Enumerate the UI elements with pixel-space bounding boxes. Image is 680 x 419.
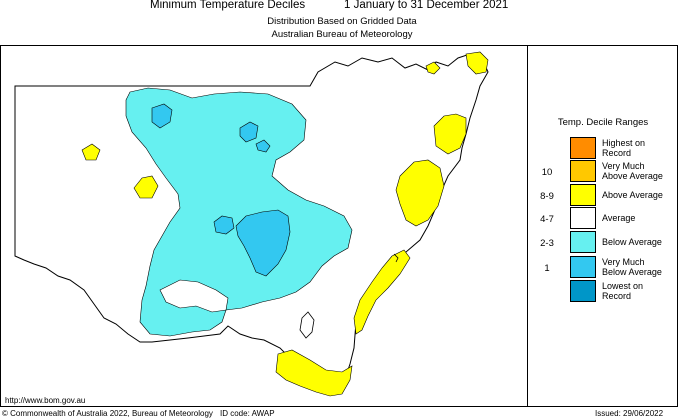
very-much-below-average-lake-3 [255, 139, 271, 153]
above-average-northeast [465, 51, 489, 75]
above-average-northeast-small [425, 61, 441, 75]
nsw-decile-map [14, 51, 489, 397]
footer-id-code: ID code: AWAP [220, 409, 275, 418]
legend-swatch-above-average [570, 184, 596, 206]
legend-label-very-much-below-average: Very Much Below Average [602, 257, 662, 277]
map-subtitle-distribution: Distribution Based on Gridded Data [267, 16, 417, 27]
above-average-far-south [275, 349, 353, 397]
legend-label-above-average: Above Average [602, 190, 663, 200]
legend-label-highest-on-record: Highest on Record [602, 138, 646, 158]
map-subtitle-agency: Australian Bureau of Meteorology [271, 29, 413, 40]
legend-swatch-below-average [570, 231, 596, 253]
very-much-below-average-centre [235, 209, 291, 277]
legend-label-below-average: Below Average [602, 237, 662, 247]
map-frame [0, 45, 678, 407]
above-average-blob-west-1 [81, 143, 101, 161]
legend-range-below-average: 2-3 [540, 238, 554, 249]
below-average-region-west [125, 87, 353, 337]
legend-range-very-much-above-average: 10 [541, 167, 553, 178]
map-title: Minimum Temperature Deciles [150, 0, 306, 11]
above-average-north-coast [433, 113, 467, 155]
act-border [299, 311, 315, 339]
legend-range-very-much-below-average: 1 [544, 263, 550, 274]
legend-label-average: Average [602, 213, 636, 223]
very-much-below-average-lake-1 [151, 103, 173, 129]
average-inlet-south [159, 279, 229, 313]
above-average-blob-west-2 [133, 175, 159, 199]
above-average-mid-coast [395, 159, 445, 227]
legend-swatch-average [570, 207, 596, 229]
legend-title: Temp. Decile Ranges [557, 117, 649, 128]
footer-copyright: © Commonwealth of Australia 2022, Bureau… [2, 409, 213, 418]
legend-range-above-average: 8-9 [540, 191, 554, 202]
coastal-feature-sydney [393, 253, 399, 263]
legend-swatch-very-much-above-average [570, 160, 596, 182]
footer-url-link[interactable]: http://www.bom.gov.au [5, 396, 86, 405]
map-period: 1 January to 31 December 2021 [344, 0, 509, 11]
legend-swatch-highest-on-record [570, 137, 596, 159]
title-row: Minimum Temperature Deciles 1 January to… [0, 0, 680, 12]
legend-label-lowest-on-record: Lowest on Record [602, 281, 644, 301]
very-much-below-average-lake-2 [239, 121, 259, 143]
legend-swatch-very-much-below-average [570, 256, 596, 278]
very-much-below-average-west [213, 215, 235, 235]
legend-range-average: 4-7 [540, 214, 554, 225]
legend-label-very-much-above-average: Very Much Above Average [602, 161, 663, 181]
above-average-south-coast [353, 249, 411, 335]
footer-issued: Issued: 29/06/2022 [595, 409, 664, 418]
legend-divider [527, 45, 528, 407]
legend-swatch-lowest-on-record [570, 280, 596, 302]
